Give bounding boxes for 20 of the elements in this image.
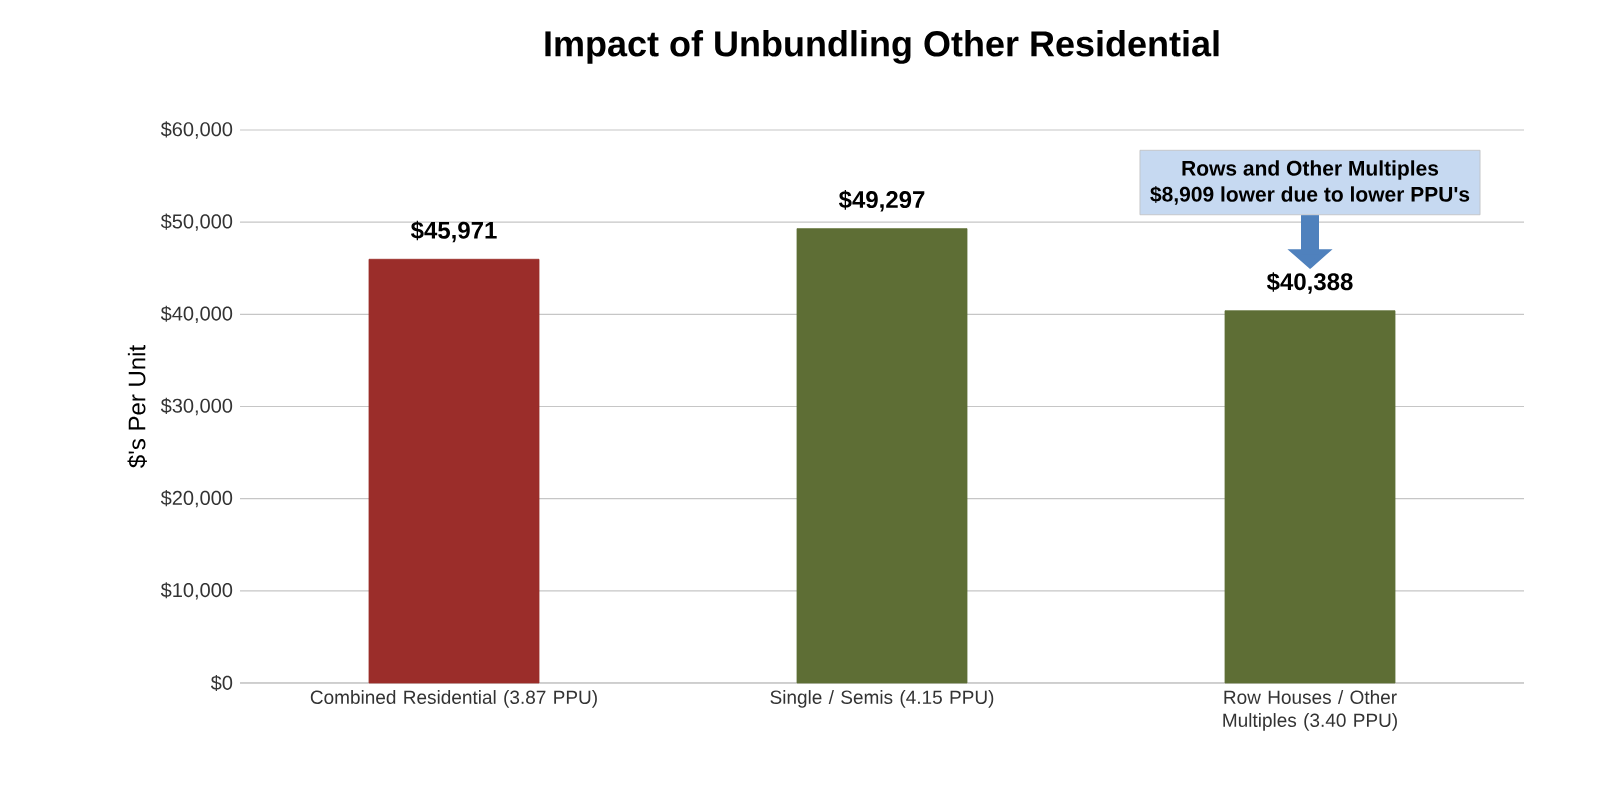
bar [368,258,540,684]
bar [1224,310,1396,684]
y-tick-label: $0 [210,674,233,692]
x-tick-label: Single / Semis (4.15 PPU) [770,690,994,708]
y-tick-label: $50,000 [160,213,233,231]
y-tick-label: $60,000 [160,121,233,139]
y-tick-label: $10,000 [160,582,233,600]
chart-title: Impact of Unbundling Other Residential [545,30,1219,64]
data-label: $40,388 [1266,272,1353,294]
y-tick-label: $30,000 [160,397,233,416]
x-tick-label: Row Houses / Other Multiples (3.40 PPU) [1223,690,1397,731]
x-tick-label: Combined Residential (3.87 PPU) [310,690,597,708]
annotation: Rows and Other Multiples [1182,160,1439,180]
y-axis-title: $'s Per Unit [127,345,147,468]
y-tick-label: $40,000 [160,305,233,324]
annotation: $8,909 lower due to lower PPU's [1150,185,1470,205]
data-label: $49,297 [838,190,925,212]
bar [796,228,968,684]
y-tick-label: $20,000 [160,489,233,508]
data-label: $45,971 [410,220,497,243]
